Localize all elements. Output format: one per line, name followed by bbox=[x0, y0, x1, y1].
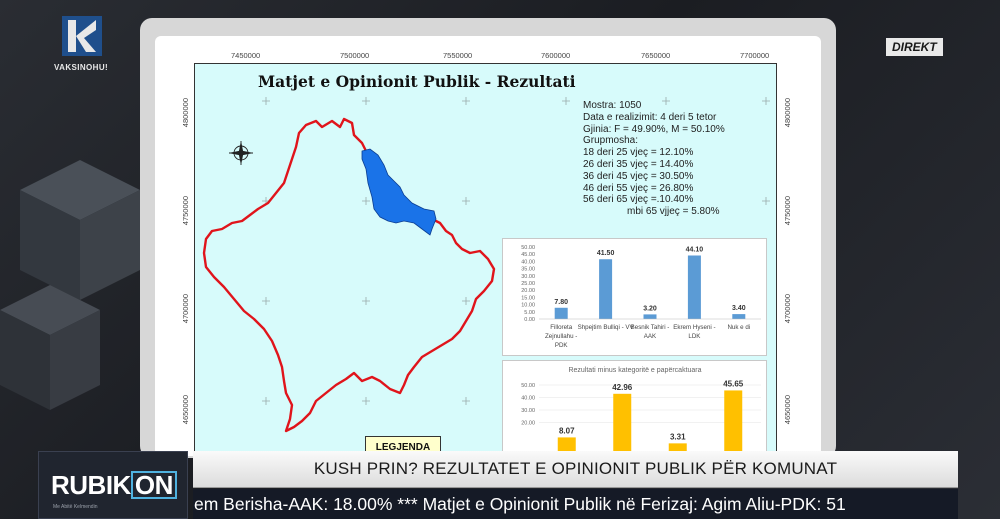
map-title: Matjet e Opinionit Publik - Rezultati bbox=[258, 72, 576, 91]
data-label: 3.40 bbox=[732, 305, 746, 312]
x-coord-label: 7550000 bbox=[443, 51, 473, 60]
y-tick-label: 25.00 bbox=[521, 281, 535, 287]
x-tick-label: Besnik Tahiri - bbox=[631, 324, 670, 331]
survey-gender: Gjinia: F = 49.90%, M = 50.10% bbox=[583, 123, 725, 135]
x-coord-label: 7600000 bbox=[541, 51, 571, 60]
highlighted-municipality bbox=[361, 148, 437, 236]
data-label: 45.65 bbox=[723, 379, 744, 388]
headline-text: KUSH PRIN? REZULTATET E OPINIONIT PUBLIK… bbox=[313, 459, 838, 478]
y-coord-label: 4800000 bbox=[783, 98, 792, 128]
results-chart: 50.00 45.00 40.00 35.00 30.00 25.00 20.00 15.00… bbox=[502, 238, 767, 356]
grid-crosses bbox=[262, 97, 770, 405]
x-tick-label: Ekrem Hyseni - bbox=[673, 324, 715, 331]
adjusted-results-chart-svg: Rezultati minus kategoritë e papërcaktua… bbox=[521, 367, 761, 453]
x-tick-label: Filloreta bbox=[550, 324, 573, 331]
country-border bbox=[202, 117, 496, 433]
live-badge: DIREKT bbox=[886, 38, 943, 56]
y-coord-label: 4700000 bbox=[181, 294, 190, 324]
brand-subtitle: Me Abitë Kelmendin bbox=[53, 504, 98, 510]
data-label: 42.96 bbox=[612, 383, 633, 392]
data-label: 44.10 bbox=[686, 246, 704, 253]
data-label: 3.20 bbox=[643, 305, 657, 312]
bar bbox=[557, 437, 576, 453]
headline-bar: KUSH PRIN? REZULTATET E OPINIONIT PUBLIK… bbox=[193, 451, 958, 488]
bar bbox=[599, 259, 613, 319]
survey-age-group: 36 deri 45 vjeç = 30.50% bbox=[583, 170, 694, 182]
y-tick-label: 30.00 bbox=[521, 408, 535, 414]
y-tick-label: 15.00 bbox=[521, 295, 535, 301]
chart-title: Rezultati minus kategoritë e papërcaktua… bbox=[568, 367, 701, 374]
channel-brand: RUBIK ON Me Abitë Kelmendin bbox=[38, 451, 188, 519]
survey-age-group: mbi 65 vjjeç = 5.80% bbox=[627, 206, 720, 218]
survey-date: Data e realizimit: 4 deri 5 tetor bbox=[583, 111, 717, 123]
background-cubes bbox=[0, 160, 140, 410]
map-graphic bbox=[202, 97, 770, 433]
data-label: 3.31 bbox=[670, 432, 686, 441]
x-tick-label: Shpejtim Bulliqi - VV bbox=[578, 324, 635, 331]
legend-label: LEGJENDA bbox=[375, 442, 431, 453]
y-coord-label: 4750000 bbox=[783, 196, 792, 226]
adjusted-results-chart: Rezultati minus kategoritë e papërcaktua… bbox=[502, 360, 767, 453]
y-tick-label: 40.00 bbox=[521, 259, 535, 265]
channel-logo: VAKSINOHU! bbox=[54, 16, 114, 78]
survey-sample: Mostra: 1050 bbox=[583, 100, 642, 111]
news-ticker: em Berisha-AAK: 18.00% *** Matjet e Opin… bbox=[193, 489, 958, 519]
x-tick-label: PDK bbox=[555, 342, 569, 349]
survey-age-group: 56 deri 65 vjeç =.10.40% bbox=[583, 194, 694, 206]
y-tick-label: 50.00 bbox=[521, 383, 535, 389]
data-label: 41.50 bbox=[597, 250, 615, 257]
ticker-text: em Berisha-AAK: 18.00% *** Matjet e Opin… bbox=[194, 494, 846, 514]
x-tick-label: Zejnullahu - bbox=[545, 333, 577, 340]
x-coord-label: 7500000 bbox=[340, 51, 370, 60]
y-tick-label: 0.00 bbox=[524, 317, 535, 323]
y-coord-label: 4650000 bbox=[181, 395, 190, 425]
bar bbox=[668, 443, 687, 453]
data-label: 7.80 bbox=[554, 299, 568, 306]
y-coord-label: 4700000 bbox=[783, 294, 792, 324]
survey-age-group: 46 deri 55 vjeç = 26.80% bbox=[583, 182, 694, 194]
bar bbox=[724, 390, 743, 453]
y-tick-label: 10.00 bbox=[521, 303, 535, 309]
y-coord-label: 4800000 bbox=[181, 98, 190, 128]
y-tick-label: 5.00 bbox=[524, 310, 535, 316]
y-tick-label: 40.00 bbox=[521, 396, 535, 402]
y-tick-label: 20.00 bbox=[521, 421, 535, 427]
y-tick-label: 35.00 bbox=[521, 267, 535, 273]
brand-name-prefix: RUBIK bbox=[51, 470, 131, 500]
brand-name-suffix: ON bbox=[130, 471, 177, 499]
compass-icon bbox=[229, 141, 253, 165]
y-tick-label: 30.00 bbox=[521, 274, 535, 280]
channel-logo-mark-icon bbox=[62, 16, 102, 56]
x-coord-label: 7700000 bbox=[740, 51, 770, 60]
survey-age-group: 18 deri 25 vjeç = 12.10% bbox=[583, 147, 694, 159]
x-coord-label: 7450000 bbox=[231, 51, 261, 60]
map-legend: LEGJENDA bbox=[365, 436, 441, 453]
bar bbox=[613, 393, 632, 453]
x-tick-label: Nuk e di bbox=[727, 324, 750, 331]
survey-age-group: 26 deri 35 vjeç = 14.40% bbox=[583, 158, 694, 170]
survey-age-header: Grupmosha: bbox=[583, 135, 639, 147]
bar bbox=[687, 255, 701, 319]
brand-name: RUBIK ON bbox=[51, 470, 177, 501]
x-coord-label: 7650000 bbox=[641, 51, 671, 60]
bar bbox=[643, 314, 657, 319]
x-tick-label: LDK bbox=[688, 333, 701, 340]
survey-info: Mostra: 1050 Data e realizimit: 4 deri 5… bbox=[583, 100, 725, 218]
data-label: 8.07 bbox=[559, 426, 575, 435]
y-tick-label: 50.00 bbox=[521, 245, 535, 251]
y-coord-label: 4750000 bbox=[181, 196, 190, 226]
y-coord-label: 4650000 bbox=[783, 395, 792, 425]
bar bbox=[732, 314, 746, 319]
channel-tagline: VAKSINOHU! bbox=[54, 63, 109, 72]
y-tick-label: 20.00 bbox=[521, 288, 535, 294]
x-tick-label: AAK bbox=[644, 333, 657, 340]
bar bbox=[554, 307, 568, 319]
y-tick-label: 45.00 bbox=[521, 252, 535, 258]
